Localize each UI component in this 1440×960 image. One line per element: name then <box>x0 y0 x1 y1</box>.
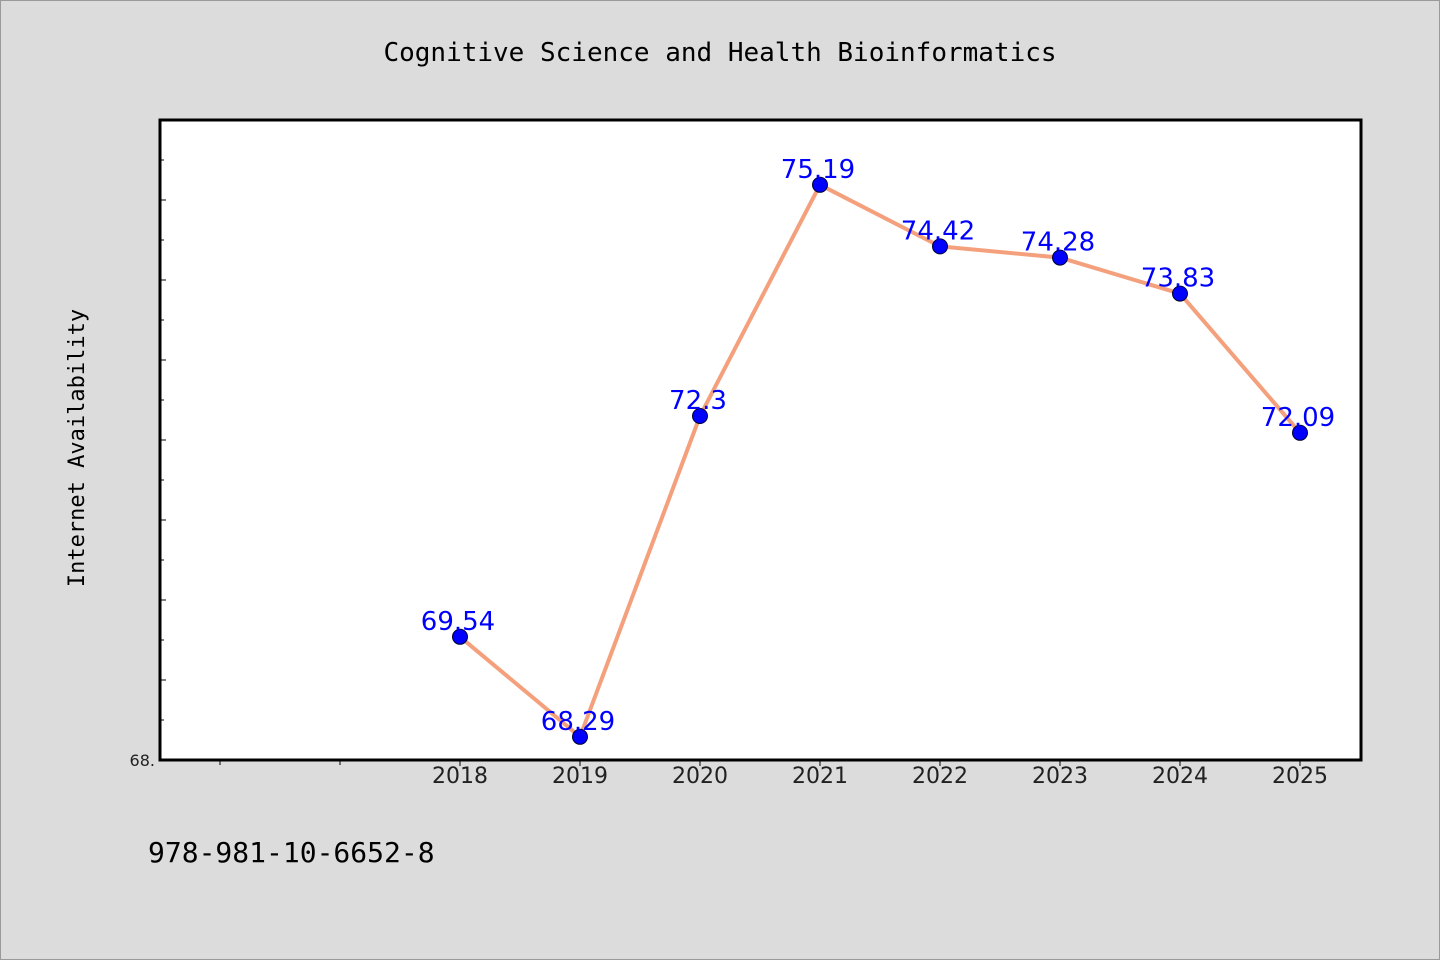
isbn-footer: 978-981-10-6652-8 <box>148 836 435 869</box>
x-tick-label: 2023 <box>1032 764 1088 789</box>
x-tick-label: 2022 <box>912 764 968 789</box>
data-label: 75.19 <box>781 155 855 185</box>
data-point-marker <box>1172 285 1188 302</box>
data-point-marker <box>932 238 948 255</box>
y-axis-label: Internet Availability <box>65 309 90 587</box>
data-point-marker <box>572 728 588 745</box>
plot-area <box>158 118 1363 762</box>
data-label: 68.29 <box>541 707 615 737</box>
data-label: 72.09 <box>1261 403 1335 433</box>
x-tick-label: 2019 <box>552 764 608 789</box>
x-tick-label: 2020 <box>672 764 728 789</box>
x-tick-label: 2024 <box>1152 764 1208 789</box>
data-label: 69.54 <box>421 607 495 637</box>
data-point-marker <box>1052 249 1068 266</box>
x-axis-ticks: 2018 2019 2020 2021 2022 2023 2024 2025 <box>219 760 1328 789</box>
data-label: 73.83 <box>1141 264 1215 294</box>
data-label: 72.3 <box>669 386 727 416</box>
data-label: 74.42 <box>901 216 975 246</box>
data-point-marker <box>812 176 828 193</box>
x-tick-label: 2021 <box>792 764 848 789</box>
data-point-marker <box>452 628 468 645</box>
x-tick-label: 2018 <box>432 764 488 789</box>
x-tick-label: 2025 <box>1272 764 1328 789</box>
data-point-marker <box>692 408 708 424</box>
chart-title: Cognitive Science and Health Bioinformat… <box>383 38 1056 68</box>
data-label: 74.28 <box>1021 228 1095 258</box>
y-axis-ticks <box>160 119 166 761</box>
data-point-marker <box>1292 424 1308 441</box>
series-line <box>458 182 1302 739</box>
y-tick-label: 68. <box>130 751 155 770</box>
series-group: 69.54 68.29 72.3 75.19 74.42 74.28 73.83 72.09 <box>421 155 1335 745</box>
